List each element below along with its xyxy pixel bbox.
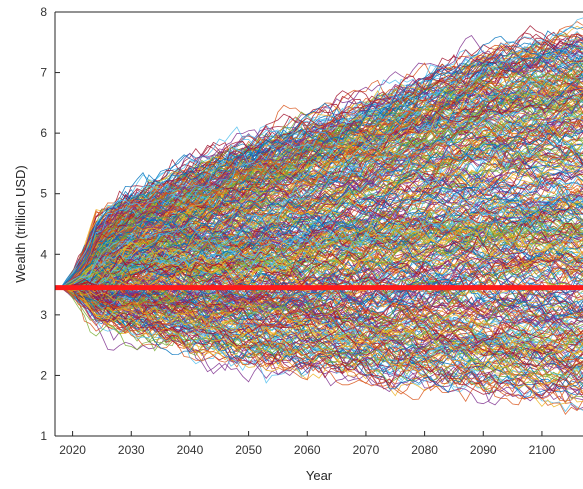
simulation-path: [60, 130, 583, 288]
simulation-path: [60, 282, 583, 329]
simulation-paths: [60, 17, 583, 416]
simulation-path: [60, 252, 583, 301]
x-tick-label: 2020: [59, 443, 86, 457]
y-tick-label: 6: [40, 126, 47, 140]
simulation-path: [60, 282, 583, 368]
simulation-path: [60, 155, 583, 288]
simulation-path: [60, 223, 583, 301]
y-tick-label: 2: [40, 368, 47, 382]
simulation-path: [60, 35, 583, 288]
simulation-path: [60, 252, 583, 301]
simulation-path: [60, 252, 583, 300]
simulation-path: [60, 222, 583, 288]
simulation-path: [60, 158, 583, 288]
y-tick-label: 7: [40, 66, 47, 80]
x-tick-label: 2100: [529, 443, 556, 457]
x-axis-label: Year: [306, 468, 333, 483]
simulation-path: [60, 287, 583, 394]
x-tick-label: 2030: [118, 443, 145, 457]
simulation-path: [60, 213, 583, 288]
x-tick-label: 2060: [294, 443, 321, 457]
y-tick-label: 4: [40, 247, 47, 261]
y-tick-label: 3: [40, 308, 47, 322]
simulation-path: [60, 276, 583, 339]
simulation-path: [60, 287, 583, 408]
y-tick-label: 1: [40, 429, 47, 443]
x-tick-label: 2080: [411, 443, 438, 457]
simulation-path: [60, 287, 583, 388]
simulation-path: [60, 40, 583, 288]
simulation-path: [60, 185, 583, 296]
y-tick-label: 8: [40, 5, 47, 19]
simulation-path: [60, 287, 583, 400]
x-tick-label: 2050: [235, 443, 262, 457]
simulation-path: [60, 284, 583, 345]
simulation-path: [60, 37, 583, 288]
simulation-path: [60, 163, 583, 288]
x-tick-label: 2040: [177, 443, 204, 457]
simulation-path: [60, 287, 583, 368]
simulation-path: [60, 122, 583, 288]
simulation-path: [60, 216, 583, 288]
simulation-path: [60, 184, 583, 295]
simulation-path: [60, 63, 583, 288]
simulation-path: [60, 137, 583, 288]
simulation-path: [60, 282, 583, 338]
simulation-path: [60, 42, 583, 288]
simulation-path: [60, 286, 583, 342]
simulation-path: [60, 285, 583, 364]
x-tick-label: 2090: [470, 443, 497, 457]
tick-labels: 1 2 3 4 5 6 7 8 2020 2030 2040 2050 2060 2070 2080 2090…: [40, 5, 555, 457]
simulation-path: [60, 84, 583, 288]
simulation-path: [60, 287, 583, 399]
simulation-path: [60, 43, 583, 288]
simulation-path: [60, 149, 583, 288]
simulation-path: [60, 202, 583, 288]
y-tick-label: 5: [40, 187, 47, 201]
axes: [54, 11, 583, 437]
simulation-path: [60, 223, 583, 288]
simulation-path: [60, 287, 583, 337]
simulation-path: [60, 219, 583, 291]
simulation-path: [60, 54, 583, 288]
simulation-path: [60, 268, 583, 329]
simulation-path: [60, 218, 583, 288]
simulation-path: [60, 70, 583, 288]
y-axis-label: Wealth (trillion USD): [13, 165, 28, 283]
simulation-path: [60, 287, 583, 416]
simulation-path: [60, 281, 583, 342]
simulation-path: [60, 73, 583, 288]
simulation-path: [60, 287, 583, 363]
simulation-path: [60, 32, 583, 288]
simulation-path: [60, 287, 583, 344]
simulation-path: [60, 148, 583, 288]
simulation-path: [60, 137, 583, 288]
simulation-path: [60, 72, 583, 288]
simulation-path: [60, 34, 583, 288]
simulation-path: [60, 236, 583, 288]
simulation-path: [60, 43, 583, 288]
simulation-path: [60, 287, 583, 394]
simulation-path: [60, 287, 583, 397]
simulation-path: [60, 123, 583, 288]
simulation-path: [60, 179, 583, 288]
simulation-path: [60, 98, 583, 288]
x-tick-label: 2070: [353, 443, 380, 457]
simulation-path: [60, 218, 583, 288]
simulation-path: [60, 287, 583, 397]
simulation-path: [60, 145, 583, 288]
